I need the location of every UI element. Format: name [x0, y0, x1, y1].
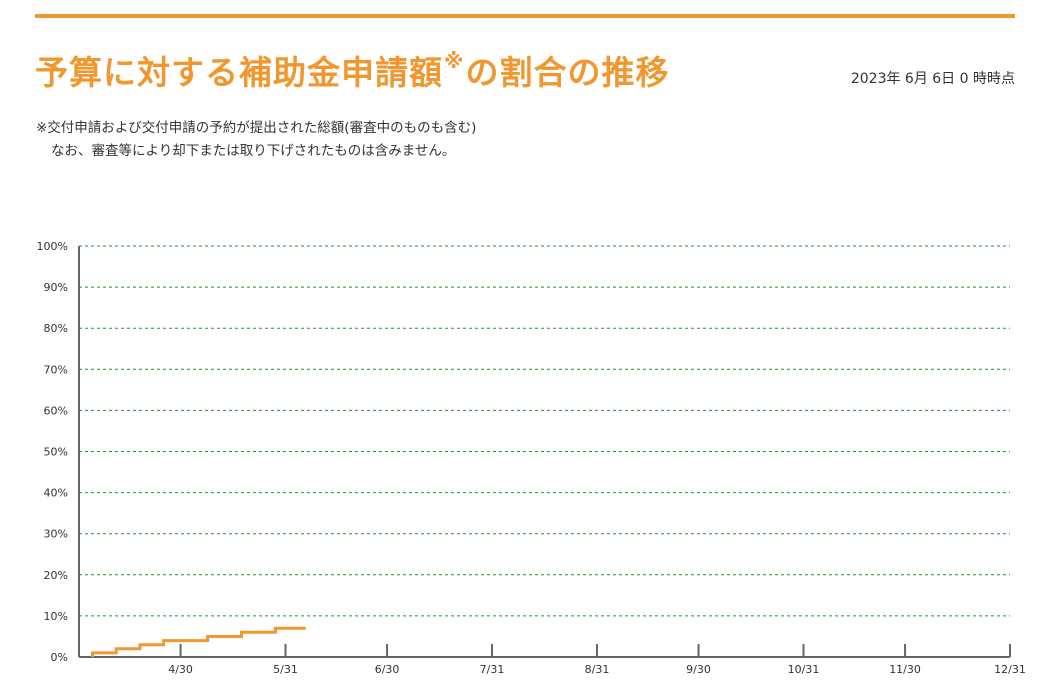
y-tick-label-40: 40% [44, 487, 68, 500]
grid-layer [79, 245, 1010, 617]
header-rule [35, 14, 1015, 18]
y-tick-label-30: 30% [44, 528, 68, 541]
y-tick-label-50: 50% [44, 446, 68, 459]
x-tick-label-8-31: 8/31 [585, 663, 610, 676]
series-line-0 [91, 626, 306, 657]
y-tick-label-70: 70% [44, 363, 68, 376]
series-layer [91, 626, 306, 657]
x-tick-label-12-31: 12/31 [994, 663, 1026, 676]
x-tick-label-11-30: 11/30 [889, 663, 921, 676]
label-layer: 0% 10% 20% 30% 40% 50% 60% 70% 80% 90% 100% 4/30 5/3… [37, 240, 1026, 676]
y-tick-label-60: 60% [44, 404, 68, 417]
x-tick-label-5-31: 5/31 [273, 663, 298, 676]
y-tick-label-80: 80% [44, 322, 68, 335]
title-main: 予算に対する補助金申請額 [35, 53, 443, 92]
title-note-mark: ※ [444, 49, 465, 73]
axis-layer [78, 246, 1011, 658]
title-tail: の割合の推移 [465, 53, 670, 92]
y-tick-label-20: 20% [44, 569, 68, 582]
y-tick-label-0: 0% [51, 651, 68, 664]
page-title: 予算に対する補助金申請額※の割合の推移 [35, 46, 669, 94]
footnote-line-1: ※交付申請および交付申請の予約が提出された総額(審査中のものも含む) [36, 120, 477, 136]
y-tick-label-90: 90% [44, 281, 68, 294]
footnote: ※交付申請および交付申請の予約が提出された総額(審査中のものも含む) なお、審査… [36, 117, 476, 163]
x-tick-label-9-30: 9/30 [686, 663, 711, 676]
as-of-timestamp: 2023年 6月 6日 0 時時点 [850, 71, 1015, 87]
x-tick-label-4-30: 4/30 [168, 663, 193, 676]
y-tick-label-10: 10% [44, 610, 68, 623]
x-tick-label-10-31: 10/31 [788, 663, 820, 676]
x-tick-label-7-31: 7/31 [480, 663, 505, 676]
footnote-line-2: なお、審査等により却下または取り下げされたものは含みません。 [51, 143, 456, 159]
x-tick-label-6-30: 6/30 [375, 663, 400, 676]
y-tick-label-100: 100% [37, 240, 68, 253]
